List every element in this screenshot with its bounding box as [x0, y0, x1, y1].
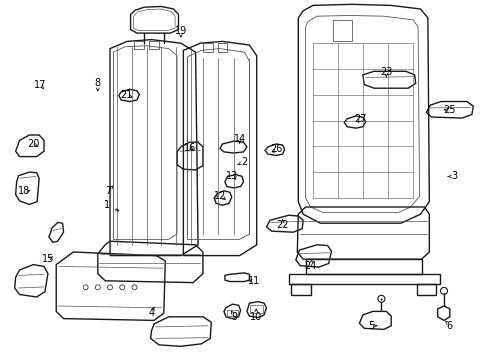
Text: 25: 25 [443, 105, 455, 115]
Text: 4: 4 [148, 308, 154, 318]
Text: 15: 15 [41, 254, 54, 264]
Text: 24: 24 [304, 261, 316, 271]
Text: 3: 3 [451, 171, 457, 181]
Text: 7: 7 [105, 186, 111, 196]
Text: 16: 16 [183, 143, 196, 153]
Text: 17: 17 [34, 80, 46, 90]
Text: 14: 14 [233, 134, 245, 144]
Text: 27: 27 [354, 114, 366, 124]
Text: 22: 22 [276, 220, 288, 230]
Text: 18: 18 [18, 186, 31, 196]
Text: 20: 20 [27, 139, 40, 149]
Text: 8: 8 [95, 78, 101, 88]
Text: 19: 19 [174, 26, 187, 36]
Text: 5: 5 [368, 321, 374, 331]
Text: 13: 13 [225, 171, 238, 181]
Text: 10: 10 [249, 312, 262, 322]
Text: 11: 11 [247, 276, 260, 286]
Text: 21: 21 [120, 90, 132, 100]
Text: 2: 2 [241, 157, 247, 167]
Text: 6: 6 [446, 321, 452, 331]
Text: 1: 1 [103, 200, 109, 210]
Text: 26: 26 [269, 144, 282, 154]
Text: 12: 12 [213, 191, 226, 201]
Text: 23: 23 [379, 67, 392, 77]
Text: 9: 9 [231, 312, 237, 322]
